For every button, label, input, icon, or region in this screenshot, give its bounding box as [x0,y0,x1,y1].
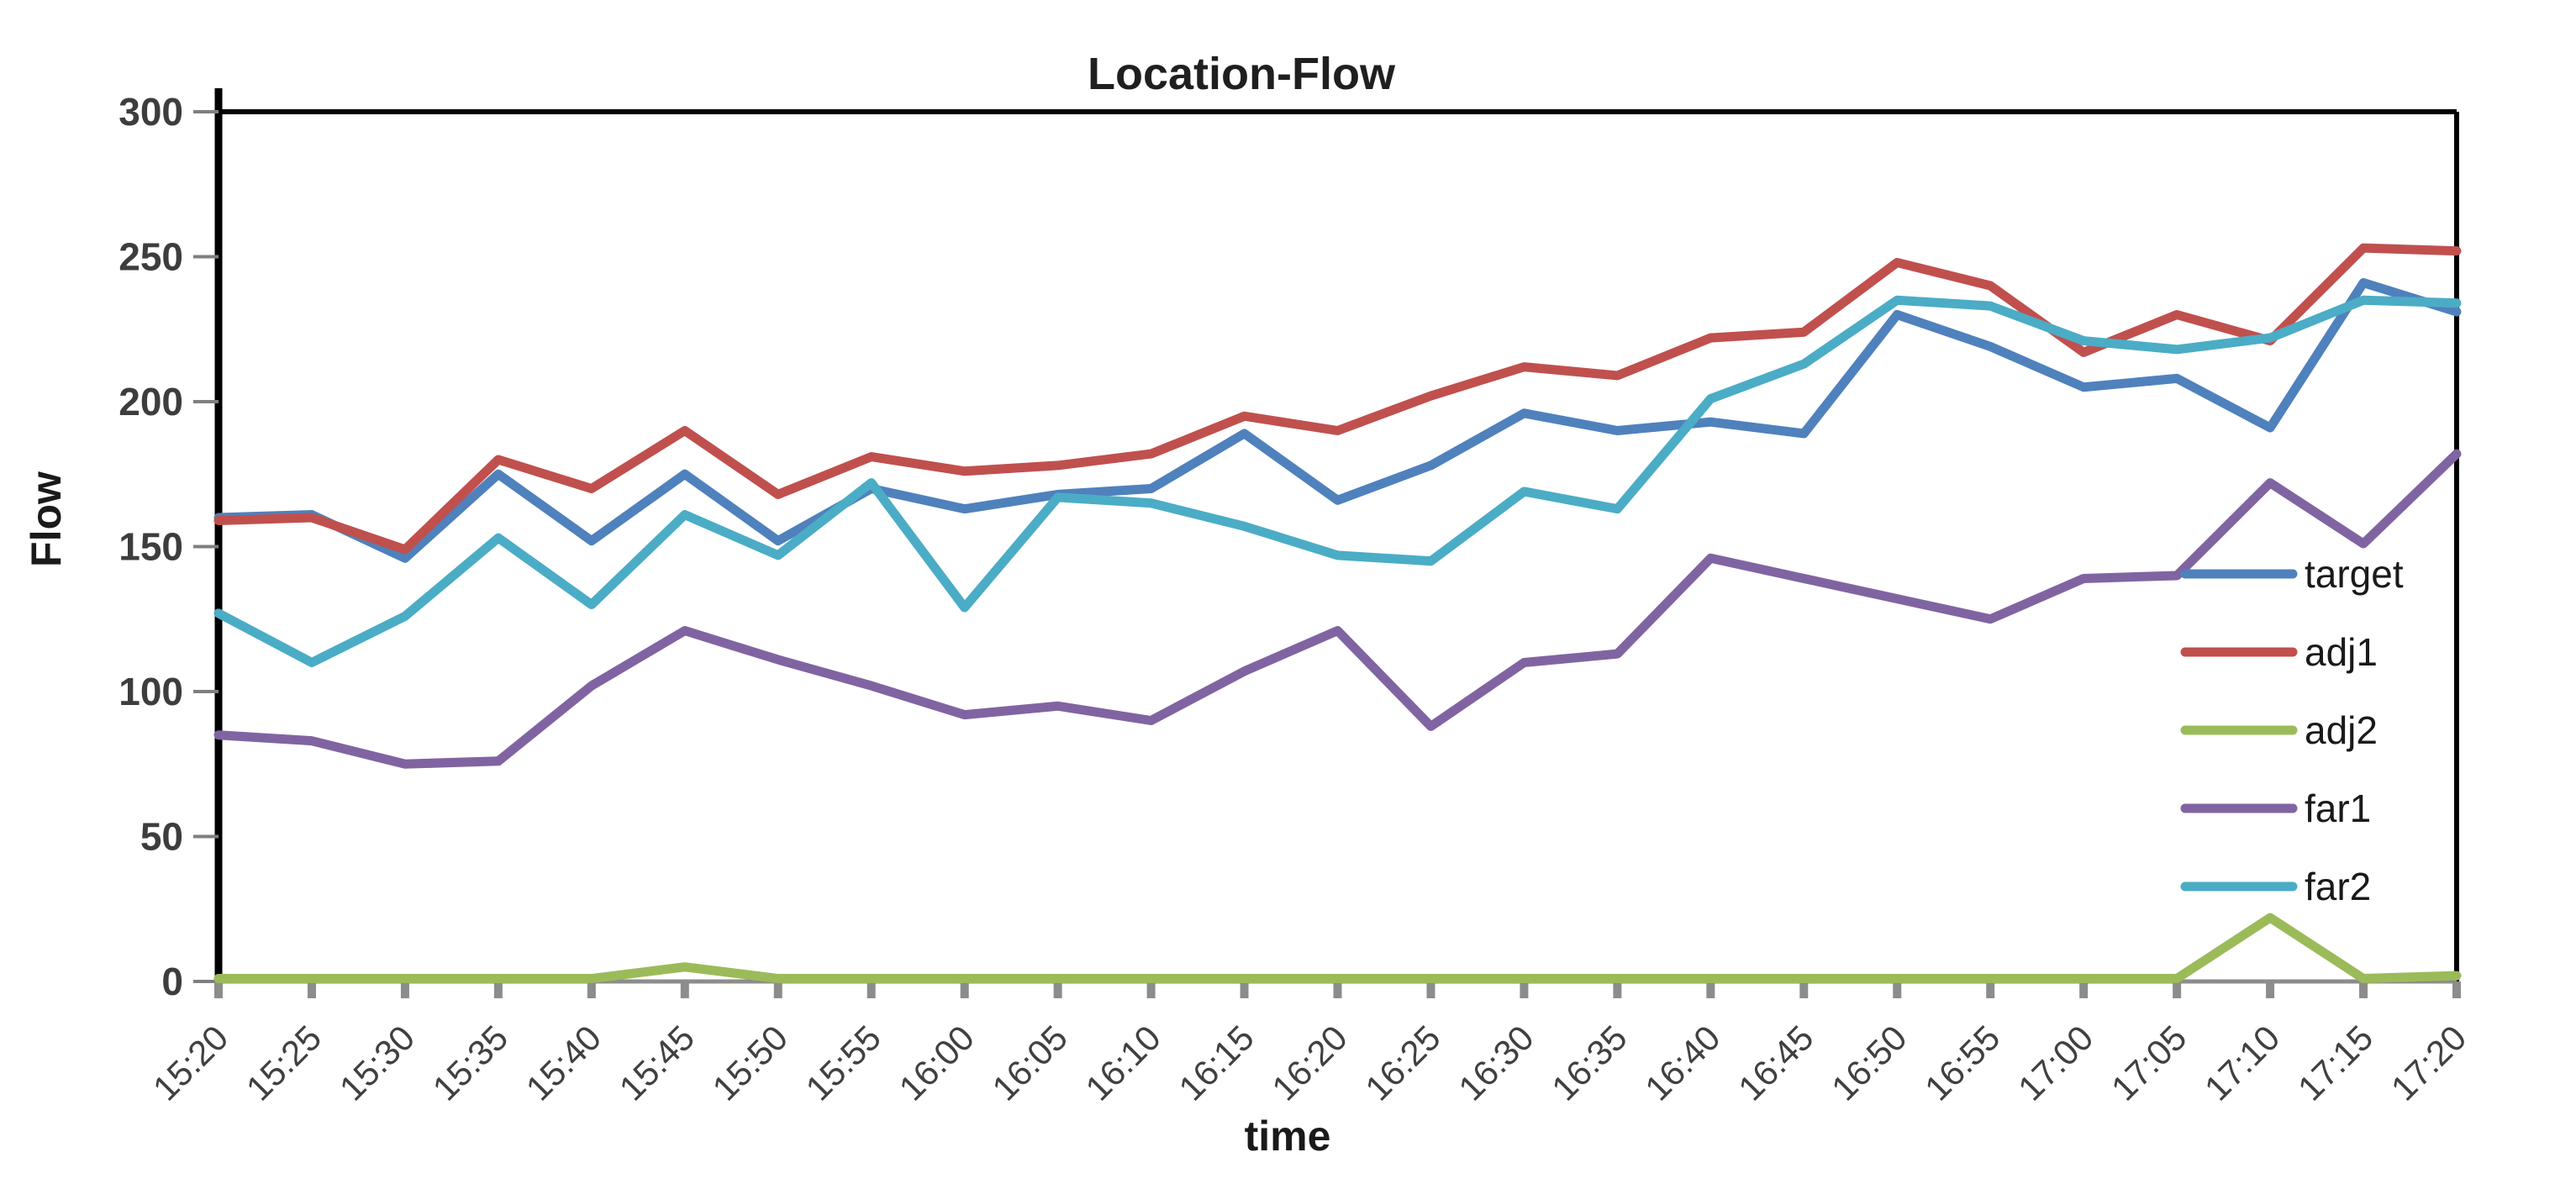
x-tick-label: 15:45 [612,1018,703,1108]
x-tick-label: 16:35 [1544,1018,1635,1108]
y-tick-label: 200 [119,380,183,424]
x-tick-label: 17:10 [2197,1018,2288,1108]
x-tick-label: 15:25 [239,1018,329,1108]
x-tick-label: 17:15 [2290,1018,2381,1108]
series-line-far2 [213,295,2462,667]
x-tick-label: 16:45 [1731,1018,1821,1108]
x-tick-label: 16:30 [1451,1018,1541,1108]
x-tick-label: 15:40 [519,1018,609,1108]
x-tick-label: 16:10 [1077,1018,1168,1108]
x-tick-label: 15:50 [705,1018,796,1108]
x-tick-label: 15:30 [332,1018,423,1108]
series-line-adj1 [213,243,2462,555]
legend-label-adj1: adj1 [2305,630,2378,674]
y-tick-label: 150 [119,525,183,569]
legend-label-far1: far1 [2305,787,2371,830]
chart-title: Location-Flow [1088,49,1395,99]
x-tick-label: 16:15 [1171,1018,1262,1108]
legend-label-adj2: adj2 [2305,708,2378,752]
x-tick-label: 17:00 [2010,1018,2101,1108]
y-tick-label: 250 [119,235,183,279]
legend-label-target: target [2305,552,2404,596]
y-tick-label: 300 [119,90,183,134]
x-tick-label: 16:40 [1637,1018,1728,1108]
x-tick-label: 16:05 [984,1018,1075,1108]
y-tick-label: 0 [161,960,183,1003]
x-tick-label: 16:20 [1264,1018,1355,1108]
y-tick-label: 50 [140,815,183,859]
series-line-target [213,278,2462,563]
x-tick-label: 16:25 [1357,1018,1448,1108]
x-tick-label: 16:00 [891,1018,982,1108]
x-tick-label: 17:20 [2384,1018,2474,1108]
x-tick-label: 15:20 [145,1018,236,1108]
x-axis-title: time [1244,1113,1331,1160]
x-tick-label: 16:55 [1917,1018,2008,1108]
series-line-adj2 [213,913,2462,984]
series-line-far1 [213,449,2462,769]
legend-label-far2: far2 [2305,865,2371,908]
x-tick-label: 15:35 [425,1018,516,1108]
x-tick-label: 16:50 [1824,1018,1915,1108]
x-tick-label: 15:55 [798,1018,889,1108]
x-tick-label: 17:05 [2104,1018,2194,1108]
y-tick-label: 100 [119,670,183,713]
